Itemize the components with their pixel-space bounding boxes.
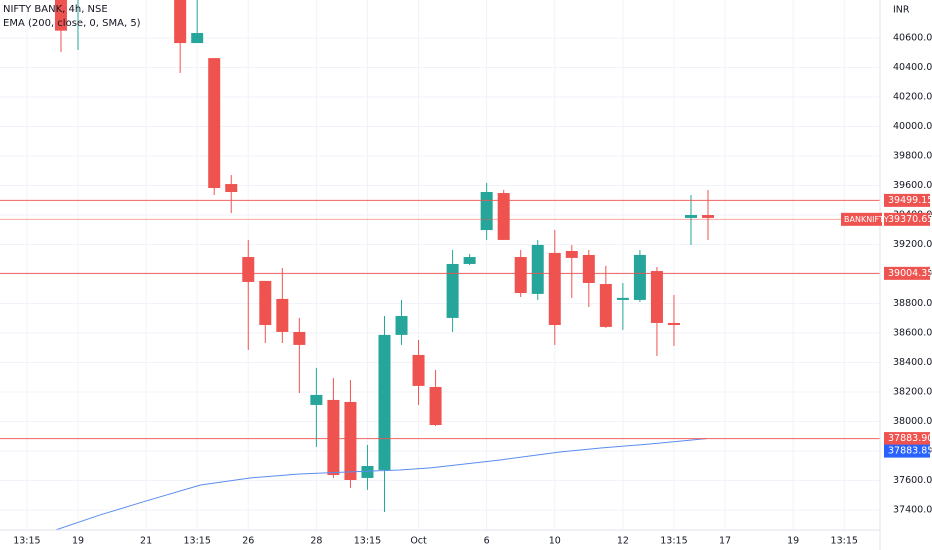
candle-body xyxy=(702,215,715,218)
y-tick-label: 40200.00 xyxy=(893,92,932,103)
candle-body xyxy=(395,316,408,335)
indicator-legend: EMA (200, close, 0, SMA, 5) xyxy=(3,18,141,29)
price-label-bg xyxy=(884,193,930,207)
candle-body xyxy=(446,263,459,318)
x-tick-label: 13:15 xyxy=(660,536,687,547)
x-tick-label: 19 xyxy=(72,536,84,547)
axis-unit: INR xyxy=(893,5,910,16)
candle-body xyxy=(429,386,442,426)
candle-body xyxy=(310,394,323,405)
price-label: 39499.15 xyxy=(888,195,932,206)
candle-body xyxy=(616,297,629,300)
candle-body xyxy=(514,257,527,294)
x-tick-label: 26 xyxy=(242,536,254,547)
ema-line xyxy=(54,438,707,530)
candle-body xyxy=(242,257,255,282)
y-tick-label: 39600.00 xyxy=(893,180,932,191)
candle-body xyxy=(208,58,221,189)
candle-body xyxy=(378,334,391,470)
x-tick-label: 6 xyxy=(484,536,490,547)
symbol-label: BANKNIFTY xyxy=(844,215,889,224)
candle-body xyxy=(548,252,561,326)
candle-body xyxy=(412,354,425,386)
x-tick-label: 10 xyxy=(549,536,561,547)
candle-body xyxy=(497,193,510,240)
price-label: 39370.65 xyxy=(888,214,932,225)
y-tick-label: 39200.00 xyxy=(893,239,932,250)
candle-body xyxy=(191,33,204,44)
candle-body xyxy=(344,401,357,481)
x-tick-label: 19 xyxy=(787,536,799,547)
price-label-bg xyxy=(884,266,930,280)
candle-body xyxy=(667,322,680,326)
price-label-bg xyxy=(884,432,930,446)
candle-body xyxy=(327,399,340,475)
x-tick-label: 13:15 xyxy=(13,536,40,547)
y-tick-label: 38200.00 xyxy=(893,386,932,397)
candle-body xyxy=(259,280,272,326)
price-label-bg xyxy=(884,212,930,226)
candle-body xyxy=(599,284,612,327)
price-label: 39004.35 xyxy=(888,268,932,279)
candle-body xyxy=(463,257,476,264)
y-tick-label: 38800.00 xyxy=(893,298,932,309)
x-tick-label: 12 xyxy=(617,536,629,547)
x-tick-label: 21 xyxy=(140,536,152,547)
candle-body xyxy=(650,271,663,323)
candle-body xyxy=(684,215,697,218)
candle-body xyxy=(225,184,238,193)
candle-body xyxy=(276,298,289,332)
symbol-label-bg xyxy=(841,212,882,226)
y-tick-label: 37600.00 xyxy=(893,475,932,486)
candle-body xyxy=(361,465,374,478)
candle-body xyxy=(293,331,306,345)
candle-body xyxy=(633,254,646,300)
x-tick-label: 13:15 xyxy=(354,536,381,547)
y-tick-label: 40000.00 xyxy=(893,121,932,132)
candle-body xyxy=(54,0,67,31)
y-tick-label: 39800.00 xyxy=(893,151,932,162)
x-tick-label: 28 xyxy=(310,536,322,547)
x-tick-label: 13:15 xyxy=(183,536,210,547)
x-tick-label: 17 xyxy=(719,536,731,547)
ema-label-bg xyxy=(884,444,930,458)
y-tick-label: 38400.00 xyxy=(893,357,932,368)
chart-title: NIFTY BANK, 4h, NSE xyxy=(3,4,108,15)
candle-body xyxy=(565,250,578,258)
y-tick-label: 38000.00 xyxy=(893,416,932,427)
y-tick-label: 38600.00 xyxy=(893,327,932,338)
x-tick-label: 13:15 xyxy=(831,536,858,547)
candle-body xyxy=(174,0,187,44)
ema-label: 37883.85 xyxy=(888,446,932,457)
candle-body xyxy=(582,254,595,283)
y-tick-label: 40600.00 xyxy=(893,33,932,44)
candle-body xyxy=(531,244,544,294)
candle-body xyxy=(480,192,493,231)
y-tick-label: 37400.00 xyxy=(893,504,932,515)
x-tick-label: Oct xyxy=(410,536,427,547)
price-label: 37883.90 xyxy=(888,433,932,444)
y-tick-label: 40400.00 xyxy=(893,62,932,73)
